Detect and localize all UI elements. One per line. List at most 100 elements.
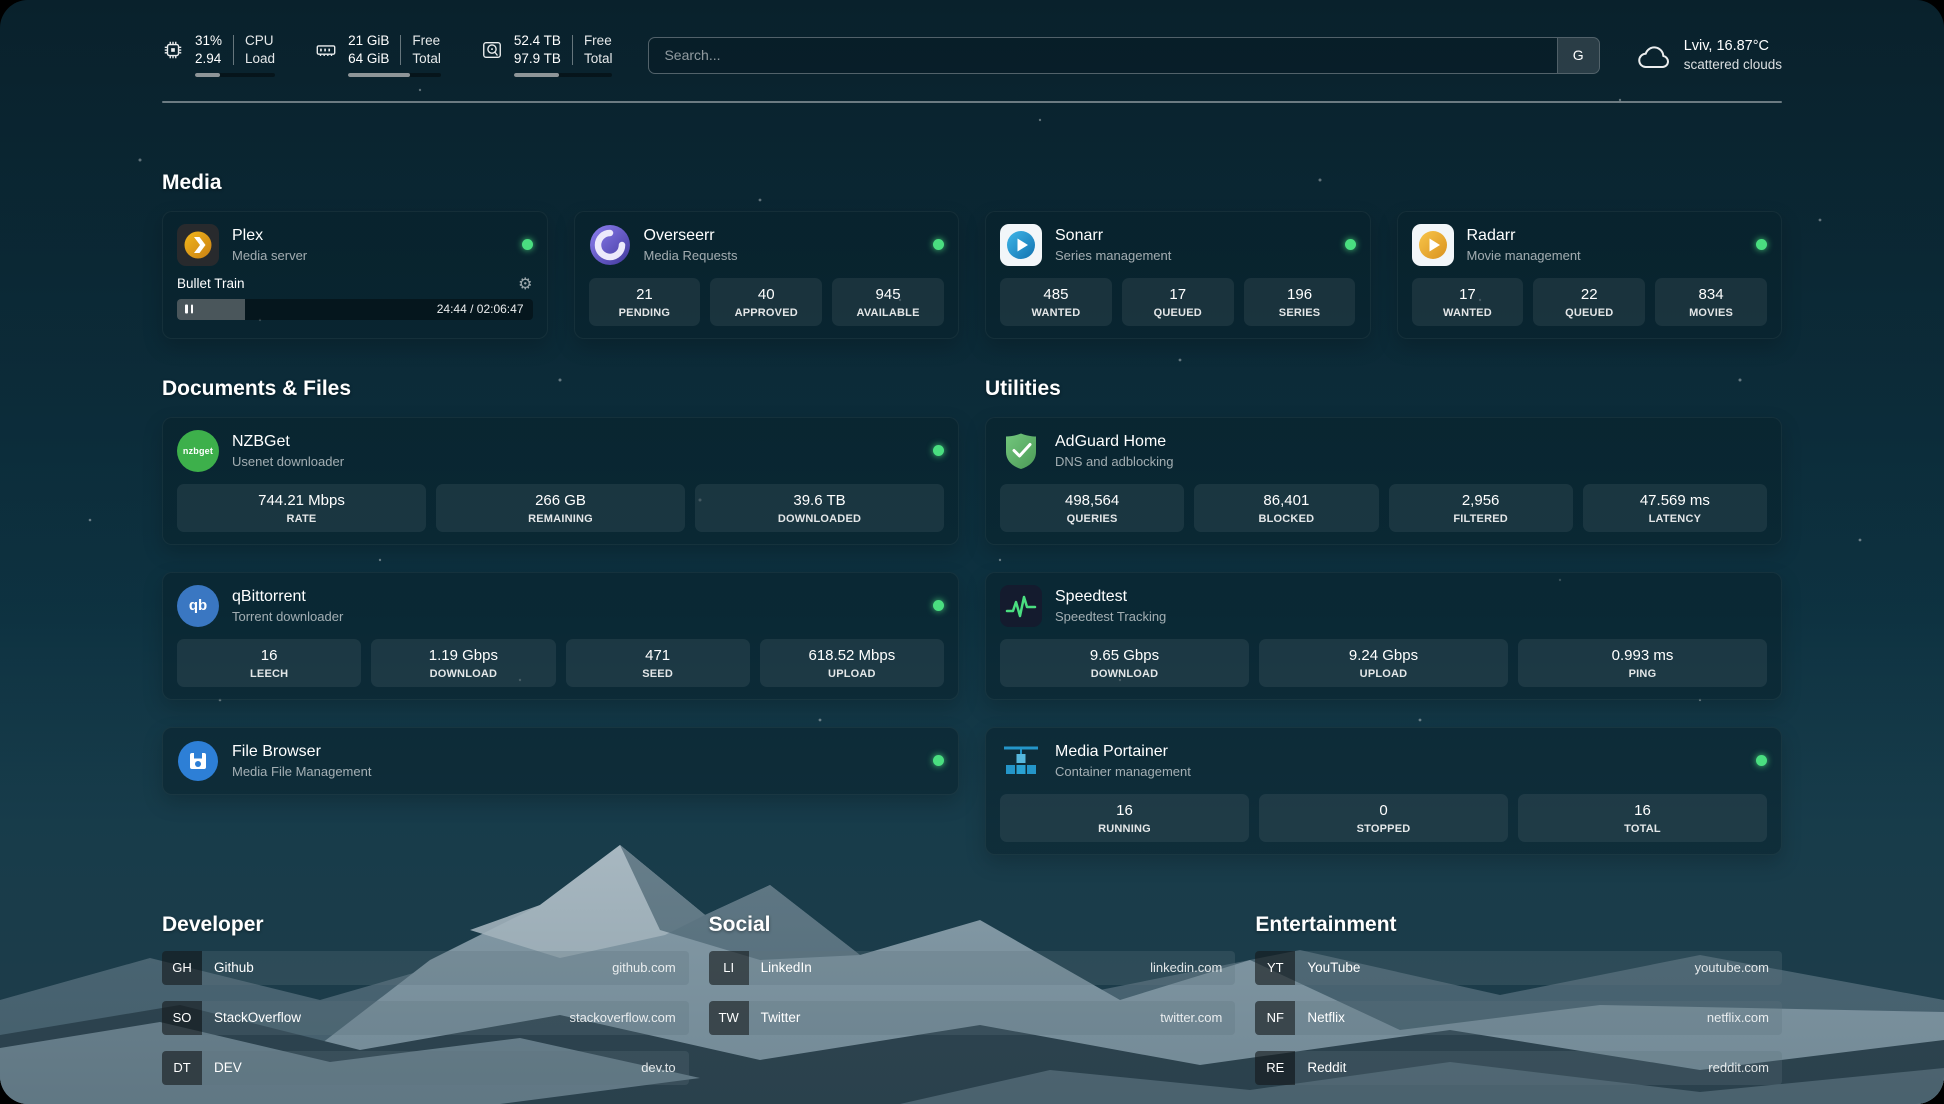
service-name: qBittorrent [232,587,306,605]
qbittorrent-card[interactable]: qb qBittorrent Torrent downloader 16 LEE… [162,571,959,700]
now-playing-title: Bullet Train [177,276,245,292]
stat-label: QUERIES [1066,512,1118,525]
pause-icon[interactable] [185,304,193,314]
playback-progress-fill [177,298,245,320]
bookmark-youtube[interactable]: YT YouTube youtube.com [1255,950,1782,985]
stat-total: 16 TOTAL [1518,793,1767,842]
stat-value: 9.24 Gbps [1348,646,1419,664]
stat-value: 834 [1698,285,1724,303]
sonarr-card[interactable]: Sonarr Series management 485 WANTED 17 Q… [985,210,1371,339]
stat-value: 86,401 [1263,491,1310,509]
sonarr-icon [1000,223,1042,266]
stat-label: QUEUED [1565,306,1614,319]
bookmark-group-social: Social LI LinkedIn linkedin.com TW Twitt… [708,912,1236,1101]
bookmark-netflix[interactable]: NF Netflix netflix.com [1255,1000,1782,1035]
stat-label: WANTED [1442,306,1492,319]
memory-free-value: 21 GiB [348,33,390,48]
bookmark-linkedin[interactable]: LI LinkedIn linkedin.com [708,950,1236,985]
stat-label: APPROVED [734,306,798,319]
status-dot [521,239,533,251]
service-desc: Torrent downloader [232,608,344,624]
stat-wanted: 485 WANTED [1000,277,1112,326]
playback-progress-track[interactable]: 24:44 / 02:06:47 [177,298,533,320]
bookmark-url: github.com [612,960,676,976]
service-desc: Media File Management [232,763,372,779]
bookmark-name: YouTube [1307,960,1361,976]
stat-value: 0 [1379,801,1388,819]
stat-label: TOTAL [1624,822,1661,835]
nzbget-card[interactable]: nzbget NZBGet Usenet downloader 744.21 M… [162,416,959,545]
stat-label: AVAILABLE [856,306,920,319]
disk-progress-track [513,72,613,77]
disk-widget: 52.4 TB 97.9 TB Free Total [481,33,613,77]
stat-upload: 618.52 Mbps UPLOAD [759,638,944,687]
overseerr-card[interactable]: Overseerr Media Requests 21 PENDING 40 A… [573,210,959,339]
stat-value: 9.65 Gbps [1089,646,1160,664]
service-name: Speedtest [1055,587,1128,605]
plex-card[interactable]: Plex Media server Bullet Train ⚙ [162,210,548,339]
stat-series: 196 SERIES [1243,277,1356,326]
portainer-icon [1000,740,1042,782]
service-name: AdGuard Home [1055,432,1167,450]
section-documents: Documents & Files nzbget NZBGet Usenet d… [162,377,959,855]
bookmark-dev[interactable]: DT DEV dev.to [162,1050,689,1085]
status-dot [933,239,944,251]
bookmark-group-title: Social [708,912,771,936]
speedtest-card[interactable]: Speedtest Speedtest Tracking 9.65 Gbps D… [985,571,1782,700]
bookmark-url: dev.to [641,1060,676,1076]
bookmark-abbr: RE [1255,1050,1296,1085]
stat-value: 471 [645,646,671,664]
bookmark-github[interactable]: GH Github github.com [162,950,689,985]
stat-label: SERIES [1278,306,1321,319]
bookmark-url: netflix.com [1706,1010,1769,1026]
nzbget-icon: nzbget [177,429,219,472]
service-name: NZBGet [232,432,290,450]
cpu-label-top: CPU [245,33,274,48]
stat-leech: 16 LEECH [177,638,362,687]
stat-label: UPLOAD [828,667,876,680]
adguard-icon [1000,430,1042,472]
stat-value: 40 [757,285,775,303]
stat-value: 196 [1287,285,1313,303]
memory-progress-track [348,72,441,77]
stat-available: 945 AVAILABLE [832,277,944,326]
search-provider-button[interactable]: G [1556,37,1599,73]
stat-value: 47.569 ms [1639,491,1710,509]
bookmark-stackoverflow[interactable]: SO StackOverflow stackoverflow.com [162,1000,689,1035]
stat-label: LATENCY [1648,512,1702,525]
search-input[interactable] [649,37,1557,73]
service-desc: Media server [232,247,308,263]
bookmark-twitter[interactable]: TW Twitter twitter.com [708,1000,1236,1035]
stat-value: 2,956 [1461,491,1500,509]
cpu-progress-fill [195,72,220,77]
stat-label: LEECH [249,667,289,680]
service-desc: Speedtest Tracking [1055,608,1167,624]
stat-pending: 21 PENDING [588,277,701,326]
stat-filtered: 2,956 FILTERED [1388,483,1573,532]
radarr-card[interactable]: Radarr Movie management 17 WANTED 22 QUE… [1396,210,1782,339]
memory-label-bottom: Total [412,50,441,66]
bookmark-abbr: GH [162,950,202,985]
filebrowser-card[interactable]: File Browser Media File Management [162,726,959,795]
memory-icon [315,39,337,61]
bookmark-name: Netflix [1307,1010,1345,1026]
stat-value: 1.19 Gbps [428,646,498,664]
stat-label: RATE [286,512,317,525]
stat-label: QUEUED [1153,306,1202,319]
memory-progress-fill [348,72,411,77]
bookmark-reddit[interactable]: RE Reddit reddit.com [1255,1050,1782,1085]
stat-value: 498,564 [1065,491,1120,509]
section-title-utilities: Utilities [985,376,1061,400]
portainer-card[interactable]: Media Portainer Container management 16 … [985,726,1782,855]
cpu-label-bottom: Load [245,50,276,66]
stat-seed: 471 SEED [565,638,750,687]
stat-label: FILTERED [1453,512,1508,525]
stat-value: 21 [636,285,653,303]
adguard-card[interactable]: AdGuard Home DNS and adblocking 498,564 … [985,416,1782,545]
gear-icon[interactable]: ⚙ [518,273,533,293]
stat-value: 485 [1043,285,1069,303]
status-dot [1756,239,1767,251]
stat-value: 744.21 Mbps [258,491,345,509]
